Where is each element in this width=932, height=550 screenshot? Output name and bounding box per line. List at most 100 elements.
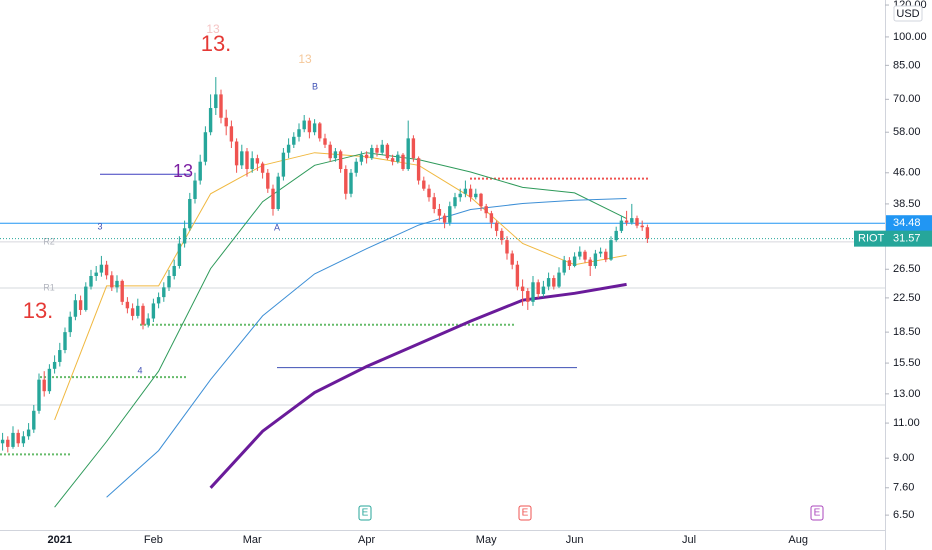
candle-body	[307, 120, 312, 133]
candle-body	[99, 264, 104, 273]
x-tick-label: Feb	[144, 534, 163, 546]
candle-body	[229, 126, 234, 142]
candle-body	[422, 180, 426, 189]
price-tag	[854, 230, 932, 247]
y-tick-label: 58.00	[893, 126, 921, 138]
candle-body	[151, 303, 156, 319]
annotation: 13	[206, 22, 220, 36]
y-tick-label: 18.50	[893, 326, 921, 338]
candle-body	[364, 154, 369, 159]
candle-body	[110, 275, 114, 288]
y-tick-label: 120.00	[893, 0, 927, 11]
candle-body	[598, 251, 603, 254]
x-tick-label: Mar	[243, 534, 262, 546]
candle-body	[78, 300, 83, 310]
candle-body	[442, 215, 447, 223]
candle-body	[588, 259, 592, 266]
candle-body	[11, 432, 15, 447]
candle-body	[37, 379, 41, 411]
candle-body	[338, 151, 343, 170]
candle-body	[416, 158, 421, 181]
candle-body	[6, 439, 10, 447]
annotation: R2	[43, 236, 55, 246]
candle-body	[188, 198, 192, 229]
candle-body	[489, 213, 494, 223]
candle-body	[645, 227, 650, 239]
x-tick-label: Jun	[566, 534, 584, 546]
candle-body	[318, 123, 322, 139]
candle-body	[63, 332, 67, 351]
candle-body	[552, 278, 556, 287]
candle-body	[115, 280, 119, 288]
annotation: E	[522, 508, 529, 519]
candle-body	[245, 151, 249, 170]
y-tick-label: 46.00	[893, 167, 921, 179]
candle-body	[344, 169, 348, 194]
candle-body	[255, 158, 260, 164]
candle-body	[567, 260, 572, 266]
candle-body	[234, 141, 239, 166]
candle-body	[541, 286, 546, 295]
candle-body	[437, 208, 442, 216]
y-tick-label: 22.50	[893, 292, 921, 304]
candle-body	[614, 230, 618, 241]
candle-body	[281, 152, 286, 177]
candle-body	[120, 280, 124, 302]
annotation: 13	[173, 161, 193, 181]
candle-body	[515, 264, 520, 287]
candle-body	[271, 188, 275, 209]
moving-average	[106, 198, 627, 498]
candle-body	[214, 94, 218, 109]
annotation: E	[814, 508, 821, 519]
level-axis-label: 34.48	[893, 217, 921, 229]
annotation: 13.	[23, 298, 54, 323]
y-tick-label: 7.60	[893, 482, 914, 494]
x-tick-label: 2021	[48, 534, 72, 546]
y-tick-label: 70.00	[893, 93, 921, 105]
candle-body	[260, 163, 265, 173]
moving-average	[209, 282, 627, 489]
x-tick-label: Jul	[682, 534, 696, 546]
candle-body	[68, 316, 72, 333]
candle-body	[500, 230, 504, 241]
candle-body	[167, 275, 171, 288]
candle-body	[84, 286, 88, 310]
candle-body	[333, 151, 338, 159]
candle-body	[42, 379, 46, 392]
candle-body	[557, 272, 561, 287]
candle-body	[47, 368, 52, 392]
candle-body	[16, 432, 20, 444]
earnings-badge	[810, 505, 824, 521]
annotation: 3	[97, 221, 102, 231]
candle-body	[432, 197, 436, 209]
candle-body	[156, 297, 161, 304]
candle-body	[401, 154, 405, 170]
candle-body	[354, 161, 358, 173]
y-tick-label: 15.50	[893, 357, 921, 369]
candle-body	[526, 291, 530, 302]
candle-body	[193, 180, 197, 199]
price-tag-value: 31.57	[893, 233, 921, 245]
candle-body	[411, 138, 416, 159]
candle-body	[448, 206, 452, 223]
candle-body	[26, 429, 31, 437]
annotation: A	[274, 222, 280, 232]
candle-body	[58, 350, 62, 362]
annotation: 13.	[201, 31, 232, 56]
candle-body	[427, 188, 431, 198]
candle-body	[604, 251, 608, 260]
annotation: R1	[43, 282, 55, 292]
y-tick-label: 100.00	[893, 31, 927, 43]
y-tick-label: 26.50	[893, 263, 921, 275]
candle-body	[370, 147, 374, 159]
candle-body	[396, 154, 400, 162]
y-tick-label: 6.50	[893, 509, 914, 521]
candle-body	[219, 94, 223, 118]
candle-body	[536, 282, 540, 295]
candle-body	[94, 272, 98, 276]
candle-body	[203, 132, 208, 162]
axis-layer: 120.00 100.00 85.00 70.00 58.00 46.00 38.50 26.…	[48, 0, 932, 546]
candle-body	[619, 220, 624, 231]
